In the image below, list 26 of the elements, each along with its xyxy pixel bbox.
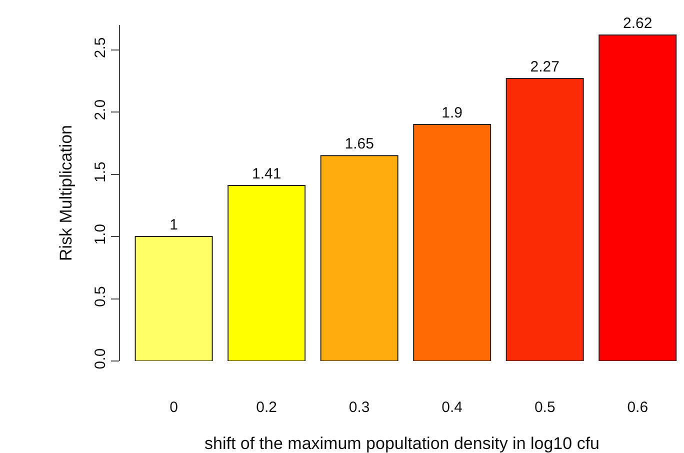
text: 0.0 <box>92 348 109 370</box>
bar <box>134 236 213 361</box>
data-label: 1.41 <box>252 166 282 183</box>
x-tick-label: 0.3 <box>348 399 370 416</box>
bar <box>228 185 306 361</box>
x-tick-label: 0 <box>170 399 178 416</box>
x-tick-label: 0.2 <box>256 399 277 416</box>
text: 1.0 <box>92 224 109 245</box>
data-label: 2.27 <box>530 58 560 76</box>
data-label: 1.65 <box>344 136 374 153</box>
x-tick-label: 0.4 <box>442 399 463 416</box>
bar <box>598 34 677 361</box>
data-label: 1 <box>170 216 178 234</box>
x-tick-label: 0.5 <box>534 399 556 416</box>
bar <box>506 78 584 361</box>
x-tick-label: 0.6 <box>627 399 648 416</box>
x-axis-title: shift of the maximum popultation density in log10 cfu <box>204 434 600 453</box>
bar <box>413 124 492 361</box>
text: 1.5 <box>92 162 109 183</box>
bar <box>320 155 398 361</box>
text: 0.5 <box>92 286 109 307</box>
y-axis-title: Risk Multiplication <box>56 124 76 262</box>
data-label: 1.9 <box>442 104 463 122</box>
text: 2.5 <box>92 37 109 58</box>
data-label: 2.62 <box>623 14 652 32</box>
text: 2.0 <box>92 99 109 120</box>
